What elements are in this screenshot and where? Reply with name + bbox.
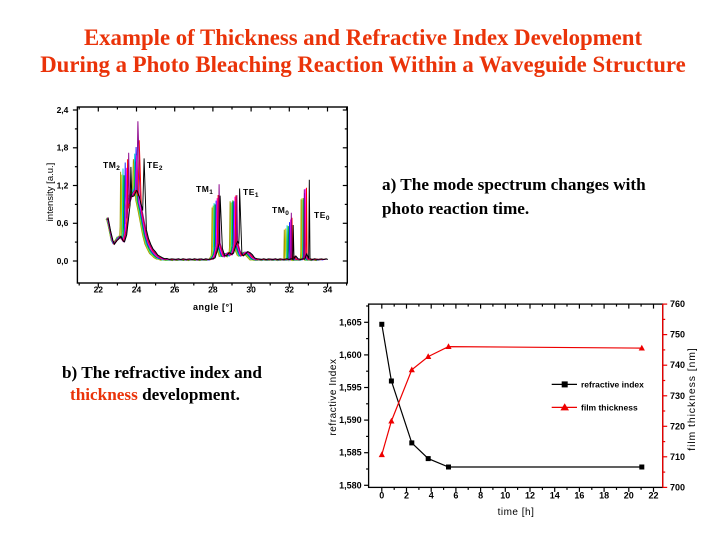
svg-text:refractive Index: refractive Index [328, 358, 339, 435]
svg-text:time [h]: time [h] [498, 507, 535, 518]
svg-text:refractive index: refractive index [581, 379, 644, 389]
svg-text:22: 22 [94, 285, 104, 295]
svg-text:4: 4 [429, 490, 434, 500]
svg-text:18: 18 [599, 490, 609, 500]
svg-text:0,0: 0,0 [57, 256, 69, 266]
svg-text:intensity [a.u.]: intensity [a.u.] [45, 163, 56, 222]
svg-text:1,605: 1,605 [339, 317, 362, 327]
svg-text:2: 2 [404, 490, 409, 500]
svg-text:28: 28 [208, 285, 218, 295]
svg-text:30: 30 [246, 285, 256, 295]
svg-text:1,8: 1,8 [57, 143, 69, 153]
svg-text:film thickness [nm]: film thickness [nm] [686, 347, 698, 450]
svg-text:2,4: 2,4 [57, 105, 69, 115]
svg-text:12: 12 [525, 490, 535, 500]
svg-text:740: 740 [670, 360, 685, 370]
svg-text:8: 8 [478, 490, 483, 500]
svg-text:TM0: TM0 [272, 205, 289, 217]
svg-text:16: 16 [574, 490, 584, 500]
svg-text:film thickness: film thickness [581, 402, 638, 412]
svg-text:24: 24 [132, 285, 142, 295]
svg-text:22: 22 [648, 490, 658, 500]
svg-text:710: 710 [670, 452, 685, 462]
svg-text:1,595: 1,595 [339, 383, 362, 393]
svg-text:angle [°]: angle [°] [193, 302, 233, 312]
svg-text:730: 730 [670, 391, 685, 401]
svg-text:0: 0 [379, 490, 384, 500]
svg-text:TE1: TE1 [243, 187, 259, 199]
svg-text:32: 32 [285, 285, 295, 295]
svg-text:10: 10 [500, 490, 510, 500]
svg-text:20: 20 [624, 490, 634, 500]
svg-text:760: 760 [670, 299, 685, 309]
svg-text:TM2: TM2 [103, 160, 120, 172]
svg-text:1,590: 1,590 [339, 415, 362, 425]
svg-text:6: 6 [453, 490, 458, 500]
svg-text:750: 750 [670, 330, 685, 340]
svg-text:0,6: 0,6 [57, 218, 69, 228]
svg-text:700: 700 [670, 482, 685, 492]
svg-text:26: 26 [170, 285, 180, 295]
svg-text:TE0: TE0 [314, 210, 330, 222]
svg-text:720: 720 [670, 421, 685, 431]
svg-text:1,600: 1,600 [339, 350, 362, 360]
svg-text:1,580: 1,580 [339, 480, 362, 490]
svg-text:1,2: 1,2 [57, 180, 69, 190]
svg-text:TM1: TM1 [196, 184, 213, 196]
svg-text:14: 14 [550, 490, 560, 500]
svg-text:TE2: TE2 [147, 160, 163, 172]
svg-text:34: 34 [323, 285, 333, 295]
svg-text:1,585: 1,585 [339, 448, 362, 458]
